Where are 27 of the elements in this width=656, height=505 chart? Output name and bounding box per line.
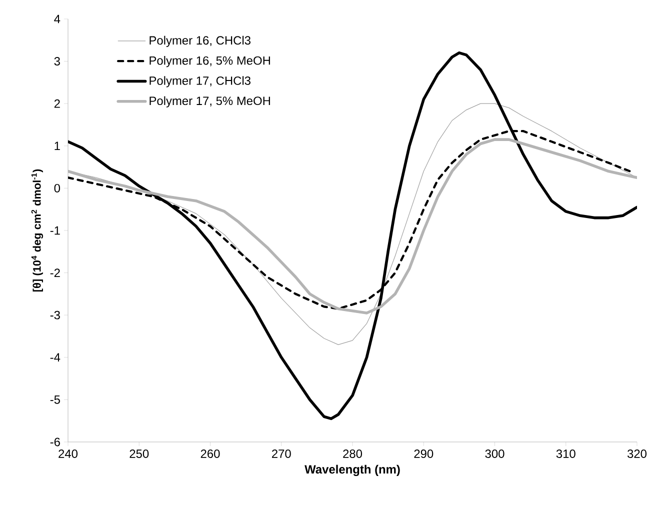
- y-tick-label: 0: [54, 184, 60, 192]
- x-tick-label: 280: [343, 450, 362, 458]
- legend-label: Polymer 16, 5% MeOH: [150, 56, 270, 68]
- y-tick-label: -4: [50, 353, 60, 362]
- legend-label: Polymer 16, CHCl3: [150, 36, 250, 47]
- x-tick-label: 310: [556, 450, 576, 458]
- y-tick-label: -6: [50, 438, 60, 446]
- y-axis-title: [θ] (10$^{4}$ deg cm$^{2}$ dmol$^{-1}$): [31, 169, 44, 292]
- y-tick-label: -2: [50, 268, 60, 277]
- x-tick-label: 300: [485, 450, 504, 458]
- x-tick-label: 260: [200, 450, 220, 458]
- y-tick-label: 3: [54, 57, 60, 66]
- x-tick-label: 270: [272, 450, 291, 458]
- y-tick-label: -5: [50, 396, 60, 404]
- legend-label: Polymer 17, 5% MeOH: [150, 96, 270, 108]
- y-tick-label: 4: [54, 14, 60, 24]
- x-tick-label: 290: [414, 450, 434, 458]
- x-tick-label: 250: [130, 450, 149, 458]
- y-tick-label: -3: [50, 310, 60, 320]
- y-tick-label: 1: [54, 142, 60, 150]
- x-axis-title: Wavelength (nm): [304, 464, 400, 476]
- x-tick-label: 240: [58, 450, 78, 458]
- y-tick-label: -1: [50, 226, 60, 235]
- x-tick-label: 320: [627, 450, 647, 458]
- legend-label: Polymer 17, CHCl3: [150, 76, 250, 88]
- line-series: [68, 51, 638, 420]
- y-tick-label: 2: [54, 99, 60, 108]
